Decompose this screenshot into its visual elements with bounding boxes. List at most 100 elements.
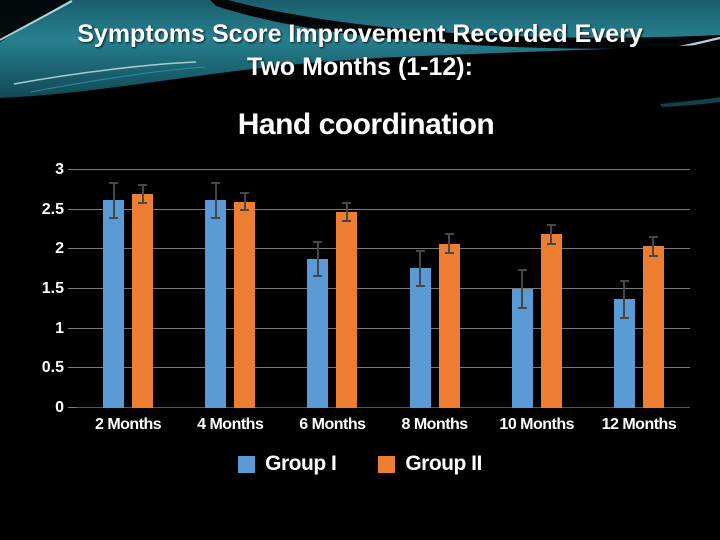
bar-group-i — [613, 299, 635, 408]
x-axis-label: 10 Months — [499, 416, 575, 433]
gridline-1 — [77, 327, 690, 329]
error-bar-cap-bottom — [313, 274, 323, 277]
error-bar-cap-top — [211, 181, 221, 184]
error-bar-cap-top — [240, 192, 250, 195]
error-bar-cap-top — [619, 280, 629, 283]
error-bar-stem — [623, 281, 626, 318]
plot-area: 2 Months 4 Months 6 Months 8 Months 10 Month… — [68, 169, 690, 433]
slide-title-line2: Two Months (1-12): — [247, 53, 473, 81]
y-axis-label: 2.5 — [41, 200, 64, 218]
slide-title: Symptoms Score Improvement Recorded Ever… — [0, 18, 720, 84]
error-bar-cap-bottom — [415, 284, 425, 287]
bar-group-10-months — [486, 170, 588, 408]
error-bar-cap-bottom — [240, 209, 250, 212]
error-bar-cap-bottom — [342, 219, 352, 222]
chart-legend: Group I Group II — [0, 452, 720, 476]
bar-group-i — [511, 289, 533, 408]
error-bar-cap-bottom — [211, 216, 221, 219]
error-bar-cap-top — [342, 202, 352, 205]
error-bar-stem — [112, 182, 115, 218]
bar-group-12-months — [588, 170, 690, 408]
y-axis-label: 2 — [55, 240, 64, 258]
banner-streak-left-bright — [13, 61, 197, 85]
x-axis-label: 12 Months — [601, 416, 677, 433]
y-tick-1.5 — [68, 288, 77, 289]
gridline-2 — [77, 248, 690, 250]
legend-swatch-group1 — [238, 455, 256, 473]
banner-corner-edge — [0, 0, 73, 41]
x-axis-label: 6 Months — [299, 416, 366, 433]
y-tick-3 — [68, 169, 77, 170]
error-bar-stem — [345, 203, 348, 221]
bar-group-i — [409, 268, 431, 408]
error-bar-cap-top — [546, 223, 556, 226]
banner-bottom-wave — [0, 44, 720, 112]
x-axis-label: 4 Months — [197, 416, 264, 433]
gridline-0 — [77, 407, 690, 408]
slide-title-line1: Symptoms Score Improvement Recorded Ever… — [77, 20, 643, 48]
error-bar-stem — [448, 234, 451, 254]
banner-streak-left-teal — [29, 66, 206, 93]
bar-group-i — [103, 200, 125, 408]
legend-swatch-group2 — [378, 455, 396, 473]
bar-group-i — [307, 258, 329, 408]
bar-chart: Hand coordination 3 2.5 2 1.5 1 0.5 0 2 Months… — [0, 100, 720, 540]
bar-group-ii — [336, 212, 358, 408]
error-bar-stem — [141, 185, 144, 203]
gridline-1.5 — [77, 288, 690, 289]
bar-group-8-months — [384, 170, 486, 408]
bar-group-ii — [234, 201, 256, 408]
banner-wave-graphic — [0, 0, 720, 112]
bar-group-ii — [540, 234, 562, 408]
y-tick-2 — [68, 248, 77, 250]
y-tick-0 — [68, 407, 77, 408]
error-bar-cap-bottom — [648, 254, 658, 257]
bar-group-ii — [132, 193, 154, 408]
error-bar-cap-bottom — [517, 307, 527, 310]
error-bar-cap-top — [415, 249, 425, 252]
banner-sliver — [660, 97, 720, 107]
gridline-0.5 — [77, 367, 690, 369]
y-axis-labels: 3 2.5 2 1.5 1 0.5 0 — [0, 161, 64, 416]
legend-item-group1: Group I — [238, 452, 337, 476]
bar-group-ii — [642, 246, 664, 408]
error-bar-cap-bottom — [619, 316, 629, 319]
error-bar-stem — [243, 193, 246, 211]
y-axis-label: 0.5 — [41, 359, 64, 377]
x-axis-label: 8 Months — [401, 416, 468, 433]
bar-group-4-months — [179, 170, 281, 408]
error-bar-cap-top — [138, 184, 148, 187]
error-bar-cap-bottom — [546, 242, 556, 245]
legend-label-group1: Group I — [265, 452, 337, 475]
error-bar-stem — [550, 224, 553, 244]
gridline-3 — [77, 169, 690, 170]
y-axis-label: 1 — [55, 319, 64, 337]
y-tick-2.5 — [68, 208, 77, 210]
error-bar-cap-bottom — [444, 252, 454, 255]
bar-group-2-months — [77, 170, 179, 408]
bar-group-i — [205, 200, 227, 408]
error-bar-cap-top — [109, 181, 119, 184]
x-axis-label: 2 Months — [94, 416, 162, 433]
y-axis-label: 1.5 — [41, 280, 64, 297]
error-bar-cap-top — [648, 235, 658, 238]
y-axis-label: 0 — [55, 399, 64, 416]
legend-item-group2: Group II — [378, 452, 482, 476]
bar-group-ii — [438, 243, 460, 408]
legend-label-group2: Group II — [405, 452, 482, 475]
error-bar-cap-top — [444, 233, 454, 236]
error-bar-cap-bottom — [109, 216, 119, 219]
y-axis-label: 3 — [55, 161, 64, 178]
error-bar-stem — [214, 182, 217, 218]
gridline-2.5 — [77, 208, 690, 210]
error-bar-stem — [652, 236, 655, 256]
error-bar-cap-top — [517, 268, 527, 271]
y-tick-0.5 — [68, 367, 77, 369]
bar-group-6-months — [281, 170, 383, 408]
banner-top-swoosh — [210, 0, 720, 49]
error-bar-stem — [316, 242, 319, 276]
error-bar-cap-bottom — [138, 201, 148, 204]
y-tick-1 — [68, 327, 77, 329]
error-bar-stem — [521, 269, 524, 309]
